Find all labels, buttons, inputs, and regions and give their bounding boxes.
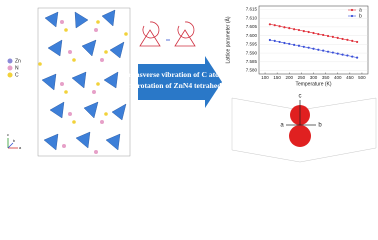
legend-marker: [350, 14, 354, 18]
axis-label: b: [318, 123, 322, 129]
legend-marker: [350, 8, 354, 12]
axis-label: c: [299, 94, 302, 100]
axis-label: a: [280, 123, 284, 129]
point: [288, 42, 291, 45]
point: [312, 31, 315, 35]
point: [268, 38, 271, 42]
crystal-structure: [7, 7, 131, 157]
y-tick-label: 7.605: [246, 24, 258, 29]
y-axis-label: Lattice parameter (Å): [224, 16, 231, 63]
y-tick-label: 7.580: [246, 68, 258, 73]
point: [297, 44, 301, 47]
legend-label: N: [15, 65, 19, 71]
x-tick-label: 100: [261, 75, 269, 80]
point: [273, 24, 276, 27]
x-tick-label: 150: [273, 75, 281, 80]
point: [293, 43, 296, 46]
point: [283, 41, 286, 45]
point: [322, 49, 325, 52]
mechanism-sketch: [139, 21, 196, 47]
ellipsoid-plot: [231, 97, 377, 163]
legend-label: C: [15, 72, 19, 78]
point: [317, 32, 320, 36]
x-tick-label: 450: [346, 75, 354, 80]
y-tick-label: 7.585: [246, 59, 258, 64]
point: [302, 30, 305, 33]
point: [322, 33, 325, 37]
point: [341, 37, 344, 41]
y-tick-label: 7.615: [246, 7, 258, 12]
point: [307, 46, 310, 49]
point: [283, 26, 286, 29]
axis-label: a: [19, 145, 22, 150]
axis-label: b: [13, 138, 16, 143]
point: [331, 35, 334, 38]
x-tick-label: 300: [310, 75, 318, 80]
arrow: [138, 56, 222, 108]
legend-label: a: [359, 7, 362, 13]
x-tick-label: 400: [334, 75, 342, 80]
point: [273, 39, 276, 42]
point: [293, 28, 296, 31]
x-tick-label: 350: [322, 75, 330, 80]
y-tick-label: 7.590: [246, 50, 258, 55]
point: [326, 50, 330, 53]
legend-label: b: [359, 13, 362, 19]
box: [231, 97, 377, 163]
point: [346, 38, 349, 41]
y-tick-label: 7.595: [246, 42, 258, 47]
point: [297, 28, 301, 32]
x-axis-label: Temperature (K): [295, 81, 331, 87]
point: [331, 51, 334, 54]
point: [278, 25, 281, 28]
point: [312, 47, 315, 50]
point: [288, 27, 291, 30]
point: [346, 54, 349, 57]
point: [326, 34, 330, 38]
arrow-text: the rotation of ZnN4 tetrahedra: [125, 81, 228, 90]
point: [307, 30, 310, 34]
arrow-text: transverse vibration of C atoms: [126, 70, 229, 79]
sphere: [289, 125, 311, 147]
point: [351, 55, 354, 58]
x-tick-label: 200: [286, 75, 294, 80]
point: [351, 39, 354, 42]
x-tick-label: 250: [298, 75, 306, 80]
point: [356, 56, 359, 59]
y-tick-label: 7.610: [246, 15, 258, 20]
point: [336, 36, 339, 40]
y-tick-label: 7.600: [246, 33, 258, 38]
point: [268, 23, 271, 26]
point: [302, 45, 305, 48]
point: [317, 48, 320, 51]
axis-label: c: [7, 132, 9, 137]
x-tick-label: 500: [358, 75, 366, 80]
point: [356, 40, 359, 44]
legend-label: Zn: [15, 58, 21, 64]
cell: [37, 7, 131, 157]
point: [336, 52, 339, 55]
point: [278, 40, 281, 44]
point: [341, 53, 344, 56]
